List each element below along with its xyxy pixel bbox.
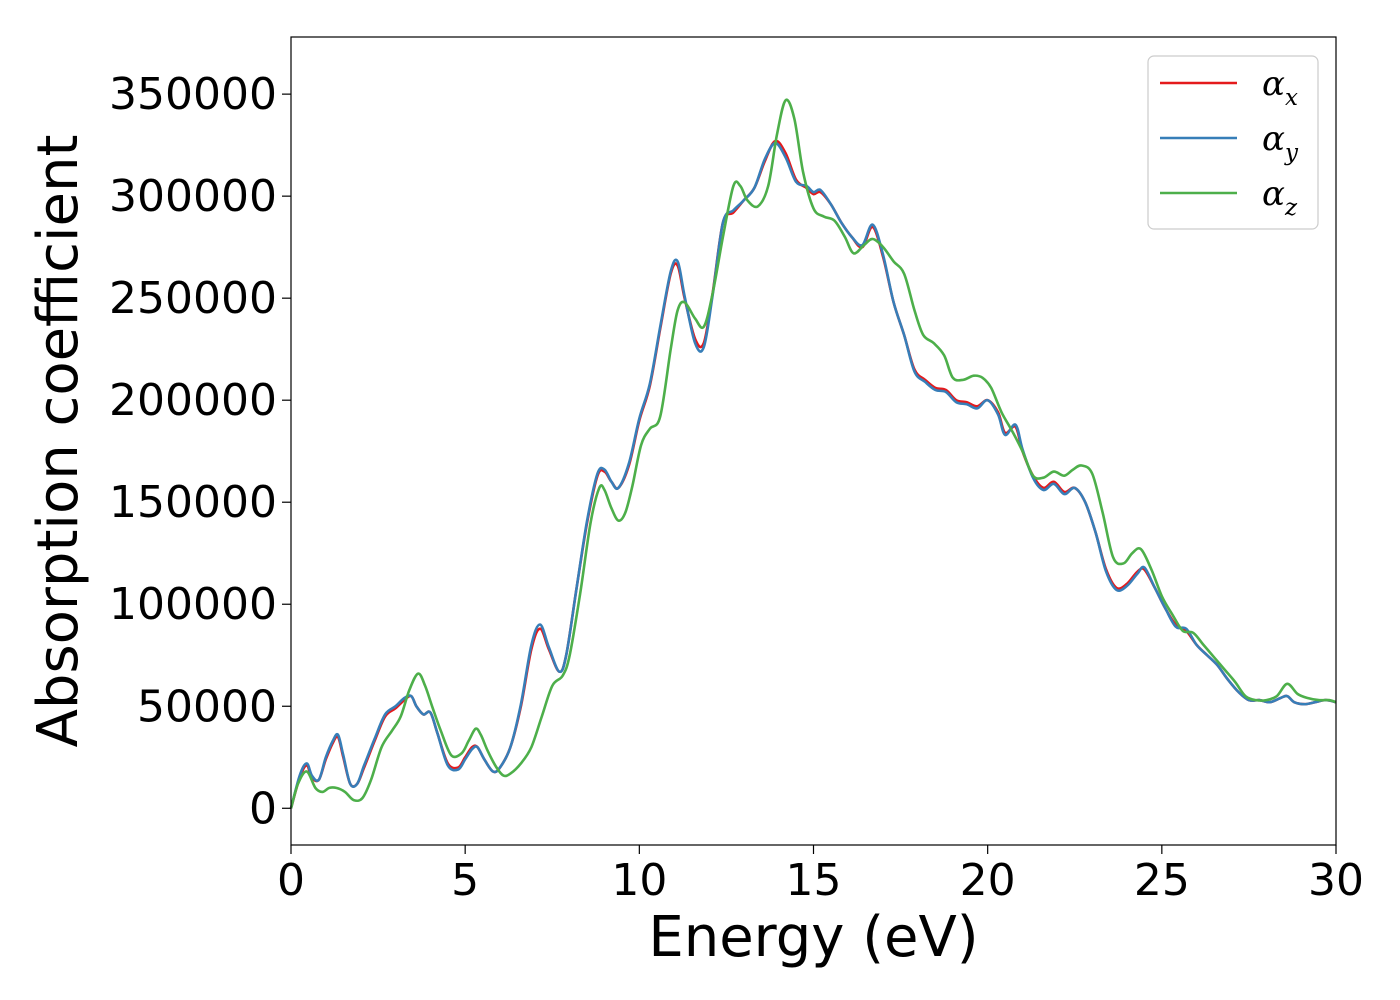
y-tick-label: 100000 [109,579,277,630]
y-tick-label: 50000 [137,681,277,732]
x-axis-label: Energy (eV) [648,905,978,970]
legend-label-y: αy [1262,119,1299,166]
x-tick-label: 0 [277,855,305,906]
x-tick-label: 5 [451,855,479,906]
x-tick-label: 25 [1134,855,1190,906]
legend-label-x: αx [1262,64,1298,111]
series-layer [289,98,1337,809]
series-line-y [289,141,1337,809]
y-tick-label: 0 [249,783,277,834]
y-tick-label: 150000 [109,477,277,528]
x-tick-label: 20 [960,855,1016,906]
x-tick-label: 15 [786,855,842,906]
series-line-z [289,98,1337,809]
legend-label-z: αz [1262,174,1298,221]
y-axis-label: Absorption coefficient [26,135,91,748]
x-tick-label: 10 [611,855,667,906]
series-line-x [289,139,1337,809]
y-tick-label: 200000 [109,375,277,426]
y-tick-label: 350000 [109,69,277,120]
tick-layer: 0 5 10 15 20 25 30 0 50000 100000 150000 200000 2500… [109,69,1364,906]
legend-box [1147,55,1319,230]
y-tick-label: 300000 [109,171,277,222]
legend: αx αy αz [1147,55,1319,230]
y-tick-label: 250000 [109,273,277,324]
x-tick-label: 30 [1308,855,1364,906]
